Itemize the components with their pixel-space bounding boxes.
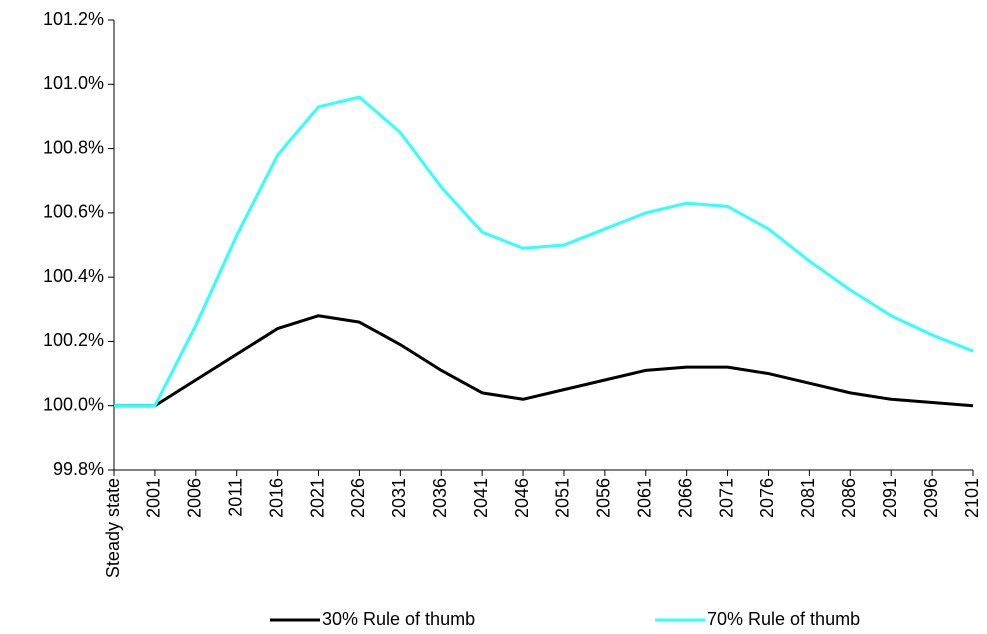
- x-tick-label: 2071: [716, 478, 736, 518]
- x-tick-label: 2051: [553, 478, 573, 518]
- x-tick-label: 2031: [389, 478, 409, 518]
- y-tick-label: 100.4%: [43, 266, 104, 286]
- legend-label: 30% Rule of thumb: [322, 609, 475, 629]
- x-tick-label: 2016: [266, 478, 286, 518]
- x-tick-label: 2101: [962, 478, 982, 518]
- x-tick-label: 2026: [348, 478, 368, 518]
- x-tick-label: 2056: [594, 478, 614, 518]
- y-tick-label: 100.0%: [43, 394, 104, 414]
- x-tick-label: 2006: [185, 478, 205, 518]
- x-tick-label: 2041: [471, 478, 491, 518]
- x-tick-label: 2081: [798, 478, 818, 518]
- series-line: [114, 314, 974, 408]
- x-tick-label: 2086: [839, 478, 859, 518]
- x-tick-label: 2091: [880, 478, 900, 518]
- y-tick-label: 101.0%: [43, 73, 104, 93]
- x-tick-label: 2061: [635, 478, 655, 518]
- y-tick-label: 101.2%: [43, 9, 104, 29]
- y-tick-label: 100.6%: [43, 202, 104, 222]
- series-line: [114, 95, 974, 408]
- y-tick-label: 100.2%: [43, 330, 104, 350]
- x-tick-label: 2096: [921, 478, 941, 518]
- x-tick-label: 2066: [675, 478, 695, 518]
- x-tick-label: 2046: [512, 478, 532, 518]
- x-tick-label: 2076: [757, 478, 777, 518]
- x-tick-label: 2036: [430, 478, 450, 518]
- x-tick-label: Steady state: [103, 478, 123, 578]
- x-tick-label: 2001: [144, 478, 164, 518]
- x-tick-label: 2021: [307, 478, 327, 518]
- legend-label: 70% Rule of thumb: [707, 609, 860, 629]
- y-tick-label: 100.8%: [43, 137, 104, 157]
- x-tick-label: 2011: [225, 478, 245, 517]
- y-tick-label: 99.8%: [53, 459, 104, 479]
